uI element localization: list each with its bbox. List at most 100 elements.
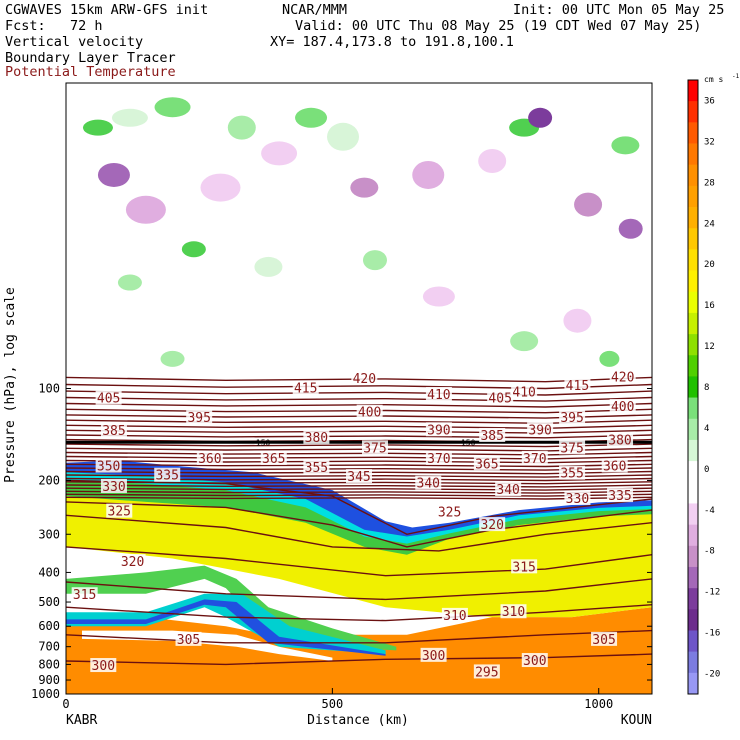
colorbar-swatch bbox=[688, 461, 698, 483]
theta-label: 305 bbox=[592, 633, 615, 648]
theta-contour bbox=[66, 514, 652, 552]
w-blob bbox=[97, 162, 130, 187]
w-blob bbox=[574, 192, 603, 217]
w-blob bbox=[362, 250, 387, 271]
init-time: Init: 00 UTC Mon 05 May 25 bbox=[513, 2, 725, 18]
theta-label: 295 bbox=[475, 665, 498, 680]
theta-label-bg bbox=[292, 380, 319, 395]
theta-label-bg bbox=[303, 429, 330, 444]
w-blob bbox=[618, 218, 643, 239]
theta-label: 325 bbox=[438, 506, 461, 521]
theta-label-bg bbox=[441, 607, 468, 622]
theta-label: 320 bbox=[480, 518, 503, 533]
theta-label: 345 bbox=[347, 470, 370, 485]
y-tick-label: 500 bbox=[38, 595, 60, 609]
theta-label-bg bbox=[609, 369, 636, 384]
theta-label-bg bbox=[511, 559, 538, 574]
w-blob bbox=[154, 97, 191, 118]
y-tick-label: 700 bbox=[38, 640, 60, 654]
shaded-fields bbox=[66, 97, 652, 694]
theta-label: 400 bbox=[358, 406, 381, 421]
theta-label: 315 bbox=[73, 588, 96, 603]
small-contour-label: 150 bbox=[461, 438, 476, 447]
small-contour-label: 150 bbox=[256, 438, 271, 447]
theta-label-bg bbox=[154, 467, 181, 482]
theta-label-bg bbox=[607, 432, 634, 447]
colorbar-swatch bbox=[688, 376, 698, 398]
y-tick-label: 1000 bbox=[31, 687, 60, 701]
w-blob bbox=[295, 107, 328, 128]
theta-label: 300 bbox=[523, 654, 546, 669]
theta-label-bg bbox=[71, 587, 98, 602]
colorbar-label: -20 bbox=[704, 670, 720, 680]
w-blob bbox=[125, 195, 166, 224]
theta-label: 300 bbox=[92, 659, 115, 674]
valid-time: Valid: 00 UTC Thu 08 May 25 (19 CDT Wed … bbox=[295, 18, 702, 34]
theta-label: 380 bbox=[305, 431, 328, 446]
theta-label: 340 bbox=[496, 483, 519, 498]
theta-label-bg bbox=[564, 491, 591, 506]
theta-label: 415 bbox=[294, 382, 317, 397]
colorbar-swatch bbox=[688, 270, 698, 293]
colorbar-label: 16 bbox=[704, 301, 715, 311]
theta-label-bg bbox=[260, 450, 287, 465]
colorbar-swatch bbox=[688, 503, 698, 525]
theta-label-bg bbox=[351, 370, 378, 385]
theta-label-bg bbox=[609, 399, 636, 414]
w-blob bbox=[599, 350, 620, 367]
w-blob bbox=[528, 107, 553, 128]
colorbar-swatch bbox=[688, 418, 698, 441]
x-tick-label: 1000 bbox=[584, 697, 613, 711]
w-blob bbox=[412, 160, 445, 189]
theta-label: 310 bbox=[443, 609, 466, 624]
y-tick-label: 400 bbox=[38, 565, 60, 579]
y-axis-label: Pressure (hPa), log scale bbox=[3, 287, 18, 483]
colorbar-swatch bbox=[688, 482, 698, 504]
colorbar-swatch bbox=[688, 524, 698, 547]
theta-label-bg bbox=[487, 390, 514, 405]
theta-contour bbox=[66, 604, 652, 622]
theta-label: 405 bbox=[97, 392, 120, 407]
theta-label: 300 bbox=[422, 649, 445, 664]
theta-label: 360 bbox=[603, 459, 626, 474]
colorbar-swatch bbox=[688, 397, 698, 420]
source-label: NCAR/MMM bbox=[282, 2, 348, 18]
colorbar-label: 24 bbox=[704, 219, 715, 229]
colorbar-swatch bbox=[688, 545, 698, 568]
theta-label-bg bbox=[564, 377, 591, 392]
w-blob bbox=[510, 331, 539, 352]
w-blob bbox=[181, 241, 206, 258]
theta-label: 325 bbox=[108, 505, 131, 520]
theta-label: 370 bbox=[427, 452, 450, 467]
colorbar-label: 0 bbox=[704, 465, 709, 475]
theta-label: 340 bbox=[417, 477, 440, 492]
x-tick-label: 0 bbox=[62, 697, 69, 711]
theta-label: 365 bbox=[475, 457, 498, 472]
forecast-hour: Fcst: 72 h bbox=[5, 18, 103, 34]
colorbar-label: 4 bbox=[704, 424, 709, 434]
colorbar-swatch bbox=[688, 185, 698, 208]
theta-label-bg bbox=[511, 384, 538, 399]
theta-contour bbox=[66, 484, 652, 488]
colorbar-swatch bbox=[688, 164, 698, 187]
theta-label-bg bbox=[479, 517, 506, 532]
theta-label: 410 bbox=[512, 385, 535, 400]
field-potential-temperature: Potential Temperature bbox=[5, 64, 176, 80]
colorbar-swatch bbox=[688, 566, 698, 589]
colorbar-swatch bbox=[688, 228, 698, 250]
theta-label-bg bbox=[95, 390, 122, 405]
w-blob bbox=[327, 122, 360, 151]
field-vertical-velocity: Vertical velocity bbox=[5, 34, 144, 50]
colorbar-swatch bbox=[688, 334, 698, 356]
w-blob bbox=[200, 173, 241, 202]
theta-label-bg bbox=[479, 427, 506, 442]
w-blob bbox=[82, 119, 113, 136]
x-axis-label: Distance (km) bbox=[307, 713, 409, 728]
theta-label-bg bbox=[303, 459, 330, 474]
theta-label: 335 bbox=[155, 469, 178, 484]
intrusion-cyan bbox=[66, 593, 386, 655]
y-tick-label: 300 bbox=[38, 527, 60, 541]
theta-label-bg bbox=[527, 422, 554, 437]
theta-label: 305 bbox=[177, 633, 200, 648]
